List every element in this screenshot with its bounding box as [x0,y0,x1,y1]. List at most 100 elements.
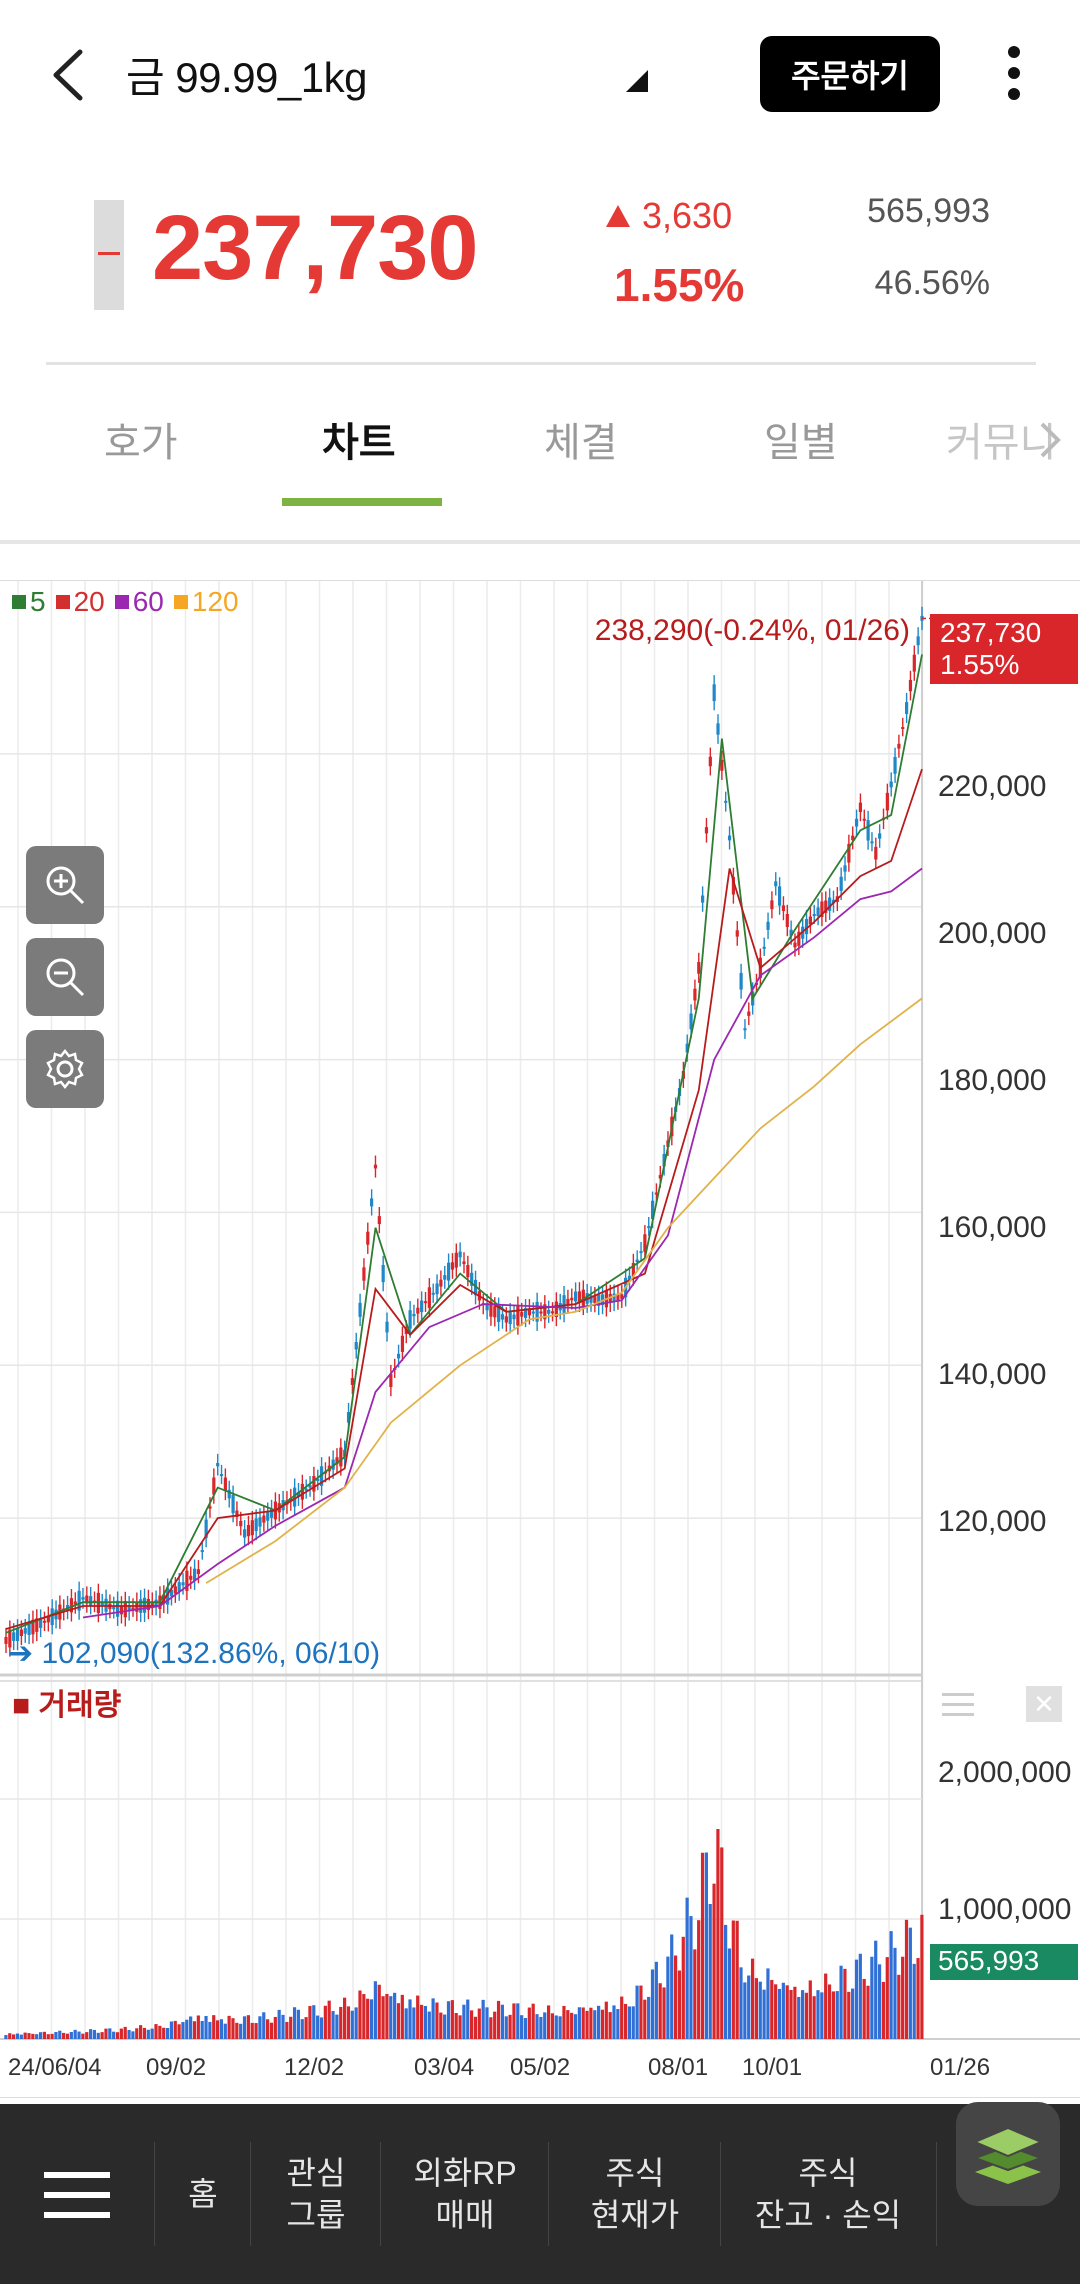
candle-body [531,1311,535,1314]
zoom-in-button[interactable] [26,846,104,924]
candle-body [216,1463,220,1467]
volume-bar [827,1984,832,2039]
price-axis-tick: 140,000 [938,1358,1047,1391]
candle-body [662,1154,666,1167]
candle-body [243,1529,247,1538]
gear-icon [46,1048,84,1090]
volume-bar [647,1996,651,2039]
volume-bar [131,2031,135,2039]
candle-body [493,1306,497,1318]
candle-body [901,727,905,730]
candle-body [389,1374,393,1388]
volume-bar [393,1992,397,2039]
candle-body [770,900,774,910]
volume-bar [670,1934,674,2039]
candle-body [566,1298,570,1305]
candle-body [339,1447,343,1467]
chevron-right-icon[interactable] [1030,410,1070,470]
legend-item-ma60: 60 [114,586,164,618]
candle-body [131,1607,135,1610]
candle-body [500,1314,505,1320]
hamburger-menu-icon[interactable] [44,2170,110,2220]
divider [46,362,1036,365]
chart-canvas[interactable] [0,581,1080,2099]
candle-body [724,800,728,803]
order-button[interactable]: 주문하기 [760,36,940,112]
tab-orderbook[interactable]: 호가 [104,421,178,465]
volume-bar [254,2023,258,2039]
price-chart[interactable] [0,580,1080,2098]
volume-bar [169,2021,173,2039]
volume-last-badge: 565,993 [930,1944,1078,1980]
nav-stock-balance[interactable]: 주식 잔고 · 손익 [722,2104,934,2284]
candle-body [408,1310,412,1329]
volume-bar [897,1974,901,2039]
candle-body [708,756,712,767]
candle-body [212,1477,216,1495]
volume-bar [366,1998,370,2039]
volume-bar [835,1991,839,2039]
panel-menu-icon[interactable] [940,1690,976,1720]
x-axis-tick: 10/01 [742,2054,803,2081]
layers-icon [973,2126,1043,2184]
volume-bar [73,2029,77,2039]
layers-button[interactable] [956,2102,1060,2206]
candle-body [35,1618,39,1632]
nav-separator [154,2142,155,2246]
volume-bar [323,2005,327,2039]
tab-daily[interactable]: 일별 [764,421,838,465]
panel-close-icon[interactable]: ✕ [1026,1686,1062,1722]
volume-bar [46,2034,50,2039]
price-change-value: 3,630 [642,195,733,236]
candle-body [19,1629,23,1637]
volume-bar [469,2010,474,2039]
candle-body [119,1605,124,1615]
candle-body [123,1600,127,1618]
tab-community[interactable]: 커뮤니 [946,421,1056,465]
volume-bar [904,1919,909,2039]
tab-trades[interactable]: 체결 [544,421,618,465]
x-axis-tick: 01/26 [930,2054,991,2081]
volume-bar [58,2030,62,2039]
nav-stock-quote[interactable]: 주식 현재가 [550,2104,720,2284]
volume-bar [716,1829,720,2039]
volume-bar [546,2005,551,2039]
volume-bar [358,1990,362,2039]
nav-watchlist[interactable]: 관심 그룹 [252,2104,380,2284]
candle-body [312,1475,316,1492]
volume-bar [38,2032,43,2039]
candle-body [905,702,909,714]
candle-body [450,1262,455,1270]
back-arrow-icon[interactable] [40,40,96,110]
candle-body [373,1164,378,1169]
volume-bar [912,1963,916,2039]
nav-home[interactable]: 홈 [156,2104,250,2284]
volume-bar [23,2032,27,2039]
candle-body [543,1304,547,1320]
volume-bar [731,1920,735,2039]
candle-body [866,820,870,841]
ma-line-5 [5,654,923,1634]
volume-bar [412,2007,416,2039]
volume-bar [620,1996,624,2039]
candle-body [497,1306,501,1322]
nav-separator [380,2142,381,2246]
more-vertical-icon[interactable] [990,38,1038,108]
volume-bar [623,2003,628,2039]
volume-bar [566,2010,570,2039]
price-axis-tick: 160,000 [938,1211,1047,1244]
volume-bar [593,2010,597,2039]
candle-body [447,1262,451,1281]
candle-body [39,1618,43,1628]
chart-settings-button[interactable] [26,1030,104,1108]
volume-bar [42,2031,46,2039]
tab-chart[interactable]: 차트 [322,421,396,465]
candle-body [116,1600,120,1617]
zoom-out-button[interactable] [26,938,104,1016]
nav-fx-rp[interactable]: 외화RP 매매 [382,2104,548,2284]
dropdown-caret-icon[interactable] [626,70,648,92]
candle-body [112,1605,116,1610]
instrument-title[interactable]: 금 99.99_1kg [126,54,368,101]
volume-bar [204,2015,208,2039]
price-change: 3,630 [606,195,732,237]
